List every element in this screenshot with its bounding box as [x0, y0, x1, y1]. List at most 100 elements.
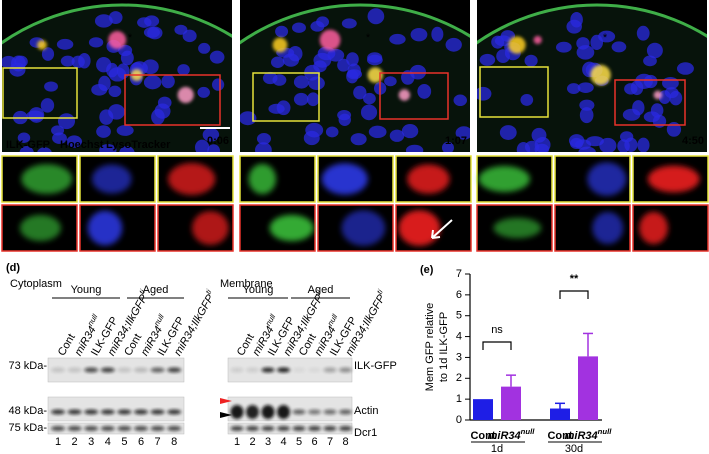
zoom-box-yellow — [252, 72, 320, 122]
band — [84, 409, 99, 415]
lane-number: 4 — [105, 436, 111, 448]
blot-title: Membrane — [220, 278, 273, 290]
nucleus — [637, 137, 650, 152]
nucleus — [455, 126, 470, 140]
nucleus — [94, 14, 113, 28]
x-tick-label: Cont — [470, 430, 495, 442]
group-label: Aged — [143, 284, 169, 296]
y-tick-label: 3 — [456, 351, 462, 363]
panel-label: (c) — [480, 5, 494, 17]
panel-label: (d) — [6, 262, 20, 274]
zoom-signal — [91, 164, 132, 194]
nucleus — [611, 41, 627, 53]
vesicle — [590, 64, 611, 86]
nucleus — [353, 85, 367, 100]
nucleus — [51, 125, 65, 136]
arrowhead-red — [220, 398, 232, 404]
band — [100, 426, 115, 431]
nucleus — [477, 86, 492, 101]
nucleus — [520, 94, 534, 106]
lane-number: 2 — [249, 436, 255, 448]
nucleus — [44, 81, 58, 92]
band-label: Actin — [354, 405, 378, 417]
group-label: Young — [71, 284, 102, 296]
band — [230, 426, 244, 431]
blot-title: Cytoplasm — [10, 278, 62, 290]
nucleus — [108, 104, 125, 120]
panel-label: (a) — [5, 5, 19, 17]
nucleus — [384, 76, 397, 87]
nucleus — [337, 58, 350, 72]
band — [245, 405, 260, 419]
nucleus — [662, 76, 679, 90]
nucleus — [17, 132, 31, 143]
lane-number: 6 — [138, 436, 144, 448]
nucleus — [363, 92, 376, 105]
zoom-signal — [398, 210, 441, 246]
nucleus — [496, 49, 510, 63]
nucleus — [599, 137, 617, 152]
nucleus — [37, 147, 52, 152]
zoom-signal — [248, 163, 277, 195]
timestamp: 0:06 — [207, 135, 229, 147]
band — [150, 426, 165, 431]
zoom-signal — [19, 214, 61, 242]
channel-label: Hoechst — [60, 139, 104, 151]
band — [100, 367, 115, 373]
band — [117, 426, 132, 431]
group-label: Young — [243, 284, 274, 296]
nucleus — [194, 139, 210, 152]
micrograph — [240, 0, 470, 152]
asterisk: * — [603, 32, 608, 44]
nucleus — [262, 71, 278, 85]
nucleus — [676, 62, 694, 75]
nucleus — [566, 83, 581, 95]
x-tick-label-base: Cont — [470, 430, 495, 442]
zoom-box-red — [379, 72, 449, 120]
lane-header-sup: null — [263, 312, 277, 327]
asterisk: * — [366, 32, 371, 44]
band — [245, 426, 260, 431]
nucleus — [669, 90, 683, 106]
lane-number: 2 — [72, 436, 78, 448]
bar — [501, 386, 521, 420]
nucleus — [405, 144, 424, 152]
nucleus — [555, 41, 572, 53]
x-tick-label-base: Cont — [547, 430, 572, 442]
band — [230, 367, 244, 373]
nucleus — [142, 59, 159, 75]
arrowhead-black — [220, 412, 232, 418]
group-label: 30d — [565, 443, 583, 454]
zoom-signal — [478, 166, 530, 192]
lane-number: 7 — [155, 436, 161, 448]
channel-label: ILK-GFP — [6, 139, 50, 151]
nucleus — [646, 42, 663, 59]
nucleus — [240, 111, 257, 126]
x-tick-label-sup: null — [598, 427, 613, 436]
zoom-box-red — [124, 74, 221, 126]
lane-number: 7 — [327, 436, 333, 448]
nucleus — [579, 99, 595, 111]
significance-label: ns — [491, 324, 503, 336]
nucleus — [157, 96, 172, 109]
vesicle — [367, 67, 384, 83]
band — [117, 367, 132, 373]
nucleus — [308, 76, 325, 90]
nucleus — [431, 26, 444, 42]
x-tick-label-base: miR34 — [565, 430, 598, 442]
band-label: Dcr1 — [354, 427, 377, 439]
nucleus — [576, 37, 590, 50]
band — [338, 409, 353, 415]
blot-strip — [227, 396, 353, 422]
nucleus — [635, 73, 653, 89]
nucleus — [137, 17, 152, 28]
x-tick-label: miR34null — [488, 427, 536, 442]
nucleus — [306, 92, 320, 107]
zoom-signal — [192, 211, 229, 245]
zoom-signal — [407, 164, 450, 194]
nucleus — [305, 122, 324, 138]
channel-label: LysoTracker — [106, 139, 171, 151]
nucleus — [360, 104, 378, 121]
micrograph — [477, 0, 707, 152]
zoom-signal — [647, 165, 700, 193]
